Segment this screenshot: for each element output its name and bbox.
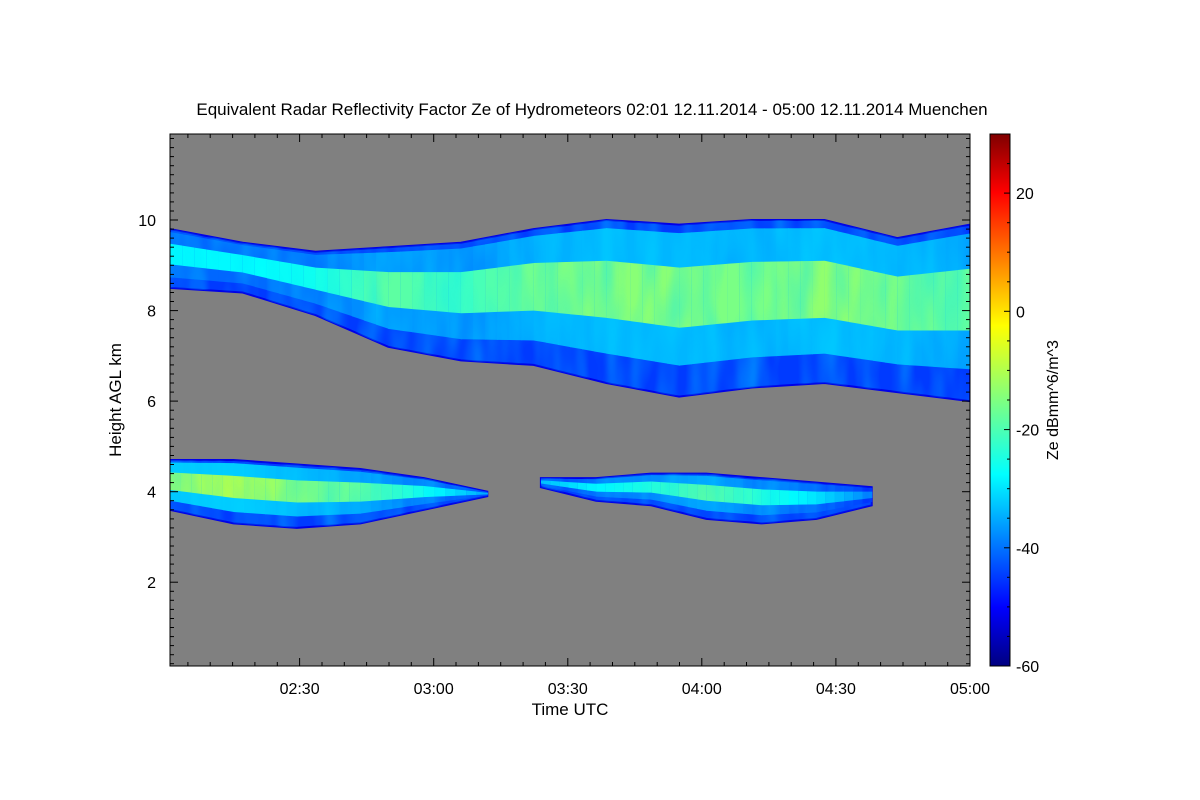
colorbar-tick-label: -40 xyxy=(1016,541,1039,558)
y-axis: 2 4 6 8 10 xyxy=(138,138,970,665)
colorbar-tick-label: -60 xyxy=(1016,659,1039,676)
x-tick-label: 04:00 xyxy=(682,681,722,698)
x-axis: 02:30 03:00 03:30 04:00 04:30 05:00 xyxy=(187,134,990,698)
layer-texture xyxy=(170,460,488,528)
x-tick-label: 03:00 xyxy=(414,681,454,698)
cloud-layer-2 xyxy=(170,459,489,529)
y-tick-label: 10 xyxy=(138,213,156,230)
y-tick-label: 6 xyxy=(147,394,156,411)
layer-texture xyxy=(540,473,872,524)
y-tick-label: 2 xyxy=(147,575,156,592)
x-tick-label: 04:30 xyxy=(816,681,856,698)
colorbar-tick-label: 0 xyxy=(1016,304,1025,321)
plot-area xyxy=(170,134,970,666)
cloud-layer-3 xyxy=(539,472,873,525)
y-tick-label: 8 xyxy=(147,304,156,321)
colorbar-label: Ze dBmm^6/m^3 xyxy=(1045,340,1062,460)
colorbar-tick-label: 20 xyxy=(1016,186,1034,203)
colorbar-ticks: -60 -40 -20 0 20 xyxy=(1004,133,1039,676)
colorbar-tick-label: -20 xyxy=(1016,423,1039,440)
chart-title: Equivalent Radar Reflectivity Factor Ze … xyxy=(196,100,987,119)
plot-frame xyxy=(169,133,971,667)
x-tick-label: 02:30 xyxy=(280,681,320,698)
y-axis-label: Height AGL km xyxy=(106,343,125,457)
x-tick-label: 05:00 xyxy=(950,681,990,698)
layer-texture xyxy=(170,220,970,402)
cloud-layers xyxy=(170,218,970,529)
x-tick-label: 03:30 xyxy=(548,681,588,698)
y-tick-label: 4 xyxy=(147,485,156,502)
cloud-layer-1 xyxy=(170,218,970,403)
x-axis-label: Time UTC xyxy=(532,700,609,719)
